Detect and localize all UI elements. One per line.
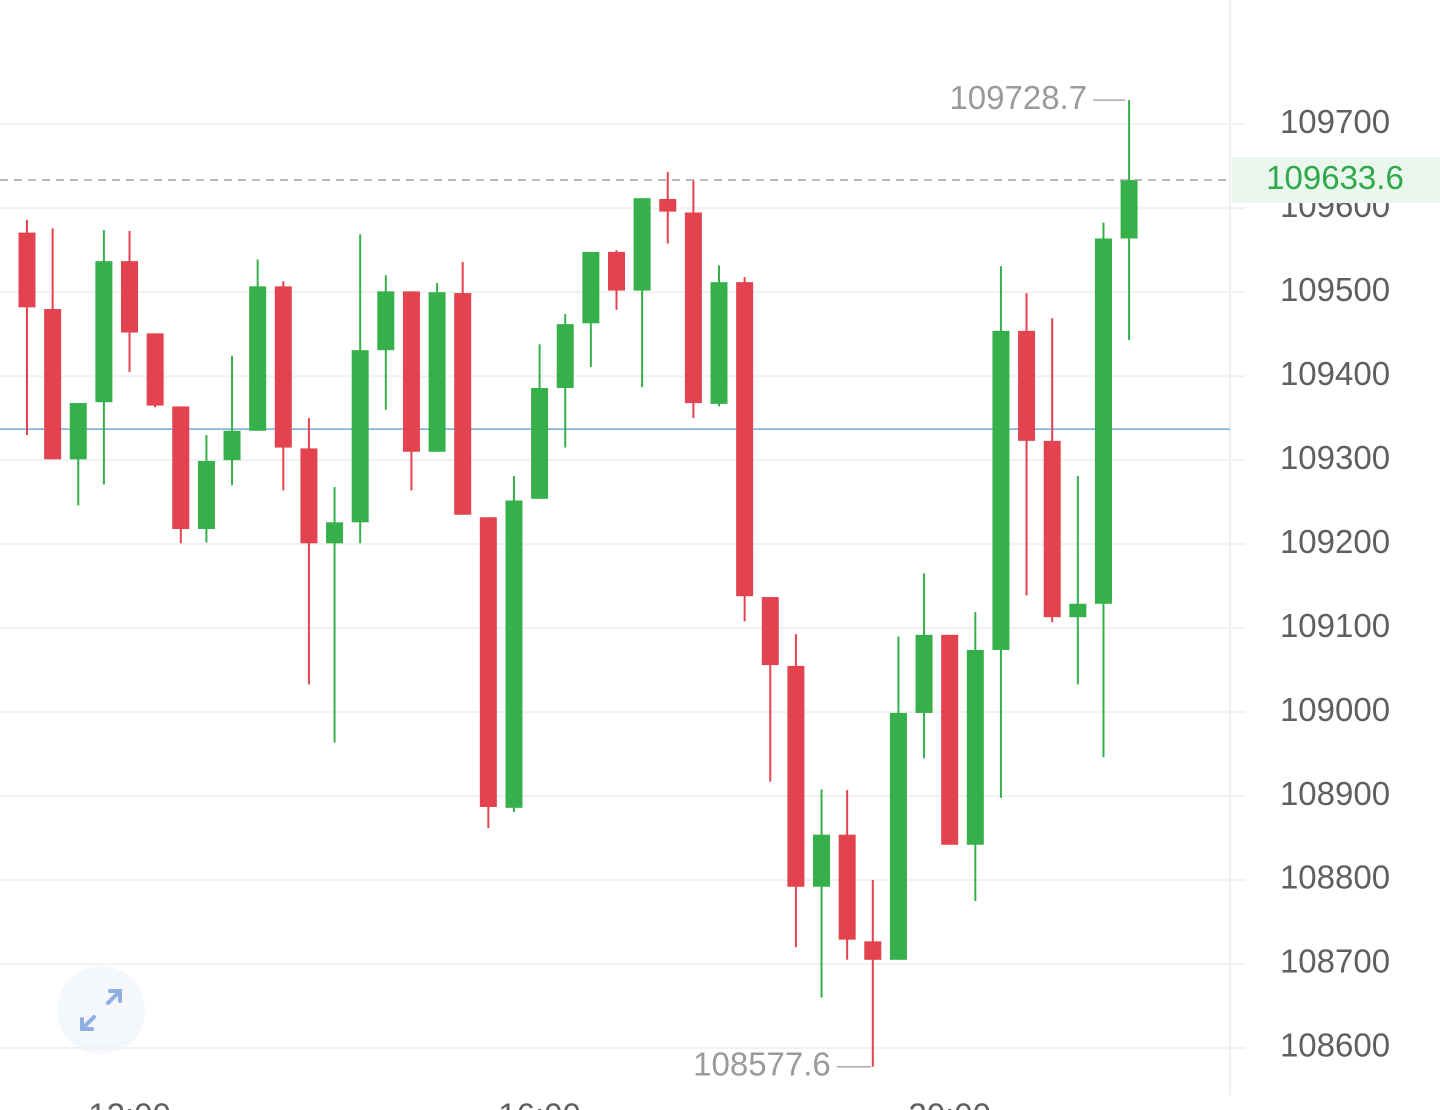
candle-body — [659, 199, 677, 212]
candle-body — [761, 597, 779, 666]
candle-body — [736, 282, 754, 597]
candle-body — [1043, 440, 1061, 618]
high-label: 109728.7 — [949, 79, 1087, 116]
candle-body — [479, 517, 497, 807]
candle-body — [121, 261, 139, 333]
candle-body — [351, 350, 369, 523]
y-tick-label: 109300 — [1280, 439, 1390, 476]
candle-body — [377, 291, 395, 351]
candle-body — [1018, 330, 1036, 441]
y-tick-label: 108800 — [1280, 859, 1390, 896]
candle-body — [992, 330, 1010, 650]
y-tick-label: 109000 — [1280, 691, 1390, 728]
candle-body — [710, 282, 728, 404]
candle-body — [813, 834, 831, 887]
x-tick-label: 20:00 — [908, 1097, 991, 1110]
candle-body — [146, 333, 164, 406]
candle-body — [1094, 238, 1112, 604]
candle-body — [966, 649, 984, 845]
candle-body — [300, 448, 318, 544]
expand-button[interactable] — [57, 966, 145, 1054]
candle-body — [582, 251, 600, 324]
candle-body — [838, 834, 856, 940]
y-tick-label: 109500 — [1280, 271, 1390, 308]
candle-body — [607, 251, 625, 291]
candle-body — [274, 286, 292, 448]
current-price-label: 109633.6 — [1266, 159, 1404, 196]
y-tick-label: 108900 — [1280, 775, 1390, 812]
x-tick-label: 16:00 — [498, 1097, 581, 1110]
candle-body — [864, 941, 882, 960]
y-tick-label: 108600 — [1280, 1027, 1390, 1064]
candle-body — [223, 430, 241, 461]
candle-body — [531, 387, 549, 499]
candle-body — [556, 324, 574, 388]
candle-body — [18, 232, 36, 308]
y-tick-label: 109200 — [1280, 523, 1390, 560]
candle-body — [197, 461, 215, 530]
candle-body — [915, 634, 933, 713]
candle-body — [633, 198, 651, 291]
candle-body — [172, 406, 190, 530]
expand-button-bg[interactable] — [57, 966, 145, 1054]
expand-icon[interactable] — [80, 989, 122, 1031]
current-price-bg — [1232, 157, 1440, 204]
candle-body — [684, 212, 702, 404]
candle-body — [941, 634, 959, 845]
candle-body — [95, 261, 113, 403]
candle-body — [889, 712, 907, 960]
y-tick-label: 108700 — [1280, 943, 1390, 980]
candle-body — [1120, 180, 1138, 239]
y-tick-label: 109100 — [1280, 607, 1390, 644]
candle-body — [428, 292, 446, 452]
candle-body — [249, 286, 267, 431]
low-label: 108577.6 — [693, 1046, 831, 1083]
x-tick-label: 12:00 — [88, 1097, 171, 1110]
y-tick-label: 109400 — [1280, 355, 1390, 392]
candle-body — [44, 309, 62, 460]
candle-body — [787, 665, 805, 887]
candle-body — [454, 293, 472, 515]
candle-body — [505, 500, 523, 808]
candle-body — [326, 522, 344, 544]
candle-body — [69, 403, 87, 460]
candle-body — [1069, 603, 1087, 618]
candle-body — [402, 291, 420, 452]
y-tick-label: 109700 — [1280, 103, 1390, 140]
